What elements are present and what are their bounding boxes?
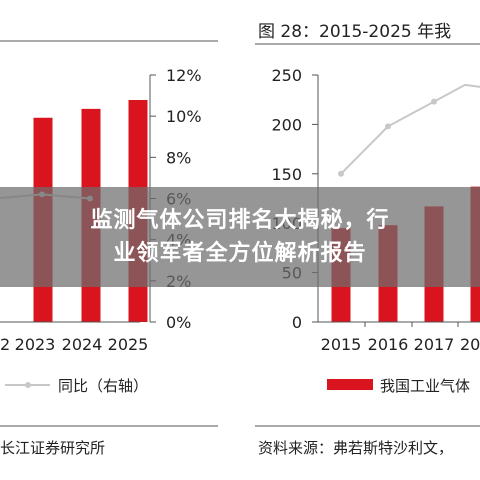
left-x-tick-label: 2 [0,335,10,354]
overlay-title-line-2: 业领军者全方位解析报告 [113,241,367,266]
left-x-tick-label: 2023 [15,335,56,354]
left-x-tick-label: 2024 [62,335,103,354]
right-y-tick-label: 0 [292,313,302,332]
legend-bar-swatch [327,379,373,390]
right-source: 资料来源：弗若斯特沙利文， [258,439,453,457]
left-y2-tick-label: 12% [166,66,202,85]
left-y2-tick-label: 8% [166,148,191,167]
right-figure-title: 图 28：2015-2025 年我 [258,22,451,42]
right-x-tick-label: 20 [460,335,480,354]
left-source: 长江证券研究所 [0,439,105,457]
right-legend: 我国工业气体 [327,377,470,395]
left-legend: 同比（右轴） [5,377,148,395]
left-y2-tick-label: 0% [166,313,191,332]
right-line-point [431,98,437,105]
left-x-tick-label: 2025 [108,335,149,354]
legend-line-marker [25,382,31,388]
right-line-series [340,83,480,175]
left-y2-tick-label: 10% [166,107,202,126]
overlay-title-line-1: 监测气体公司排名大揭秘，行 [90,208,390,233]
legend-bar-label: 我国工业气体 [380,377,470,395]
overlay-title: 监测气体公司排名大揭秘，行 业领军者全方位解析报告 [20,204,460,270]
title-overlay-band [0,187,480,287]
right-y-tick-label: 200 [271,115,302,134]
right-y-tick-label: 250 [271,66,302,85]
right-line-point [385,123,391,130]
right-line-point [338,170,344,177]
legend-yoy-label: 同比（右轴） [58,377,148,395]
right-x-tick-label: 2015 [321,335,362,354]
right-y-tick-label: 150 [271,165,302,184]
right-x-tick-label: 2016 [368,335,409,354]
right-x-tick-label: 2017 [414,335,455,354]
